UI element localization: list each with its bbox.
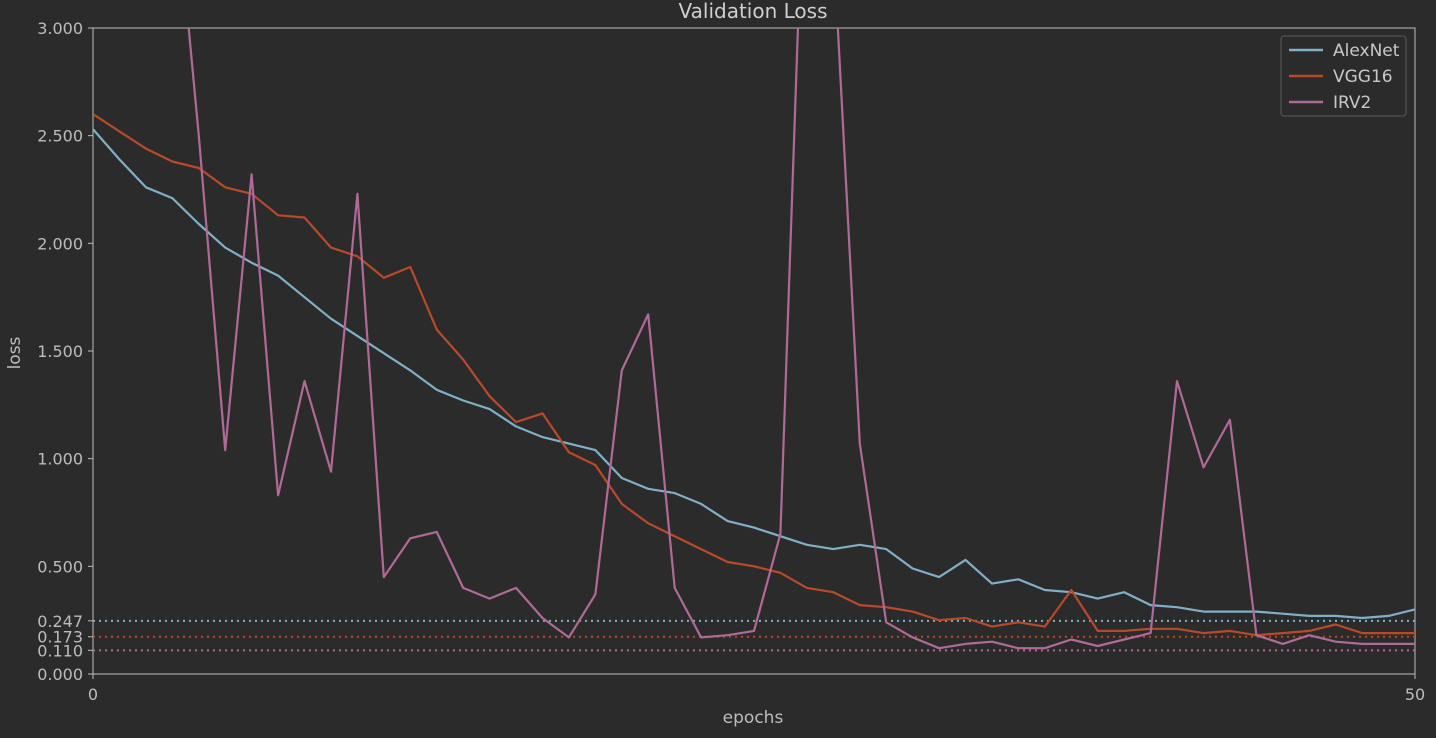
y-tick-label: 0.110 (37, 641, 83, 660)
x-tick-label: 0 (88, 685, 98, 704)
y-tick-label: 3.000 (37, 19, 83, 38)
legend-label-alexnet: AlexNet (1333, 41, 1400, 61)
y-tick-label: 2.500 (37, 127, 83, 146)
x-tick-label: 50 (1405, 685, 1425, 704)
x-axis-ticks: 0 50 (88, 674, 1425, 704)
series-line-vgg16 (93, 113, 1415, 637)
x-axis-label: epochs (723, 708, 784, 728)
y-tick-label: 0.173 (37, 628, 83, 647)
y-tick-label: 1.000 (37, 450, 83, 469)
plot-frame (92, 27, 1416, 675)
y-tick-label: 0.000 (37, 665, 83, 684)
y-tick-label: 1.500 (37, 342, 83, 361)
y-tick-label: 0.247 (37, 612, 83, 631)
plot-area (92, 27, 1416, 675)
y-tick-label: 0.500 (37, 557, 83, 576)
min-lines (93, 619, 1415, 652)
series-line-alexnet (93, 128, 1415, 620)
series-line-irv2 (187, 28, 1415, 650)
legend-label-irv2: IRV2 (1333, 93, 1371, 113)
legend: AlexNet VGG16 IRV2 (1280, 35, 1407, 117)
chart-title: Validation Loss (679, 0, 828, 23)
series-lines (93, 28, 1415, 650)
y-axis-label: loss (5, 336, 25, 369)
y-tick-label: 2.000 (37, 234, 83, 253)
legend-label-vgg16: VGG16 (1333, 67, 1393, 87)
legend-box (1280, 35, 1407, 117)
